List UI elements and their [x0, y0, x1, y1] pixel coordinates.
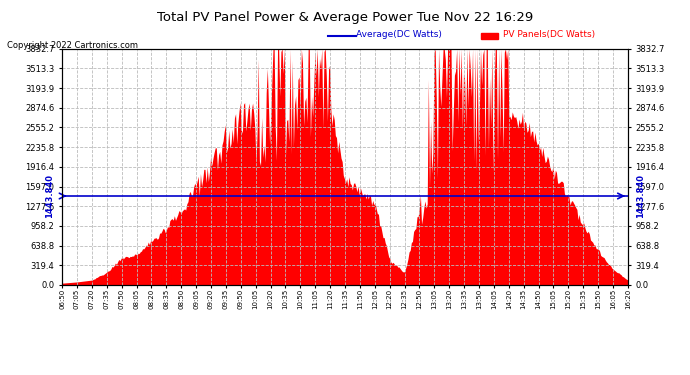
Text: Copyright 2022 Cartronics.com: Copyright 2022 Cartronics.com: [7, 41, 138, 50]
Text: Total PV Panel Power & Average Power Tue Nov 22 16:29: Total PV Panel Power & Average Power Tue…: [157, 11, 533, 24]
Text: 1443.840: 1443.840: [636, 174, 645, 218]
Polygon shape: [481, 33, 497, 39]
Text: 1443.840: 1443.840: [45, 174, 54, 218]
Text: Average(DC Watts): Average(DC Watts): [356, 30, 442, 39]
Text: PV Panels(DC Watts): PV Panels(DC Watts): [504, 30, 595, 39]
